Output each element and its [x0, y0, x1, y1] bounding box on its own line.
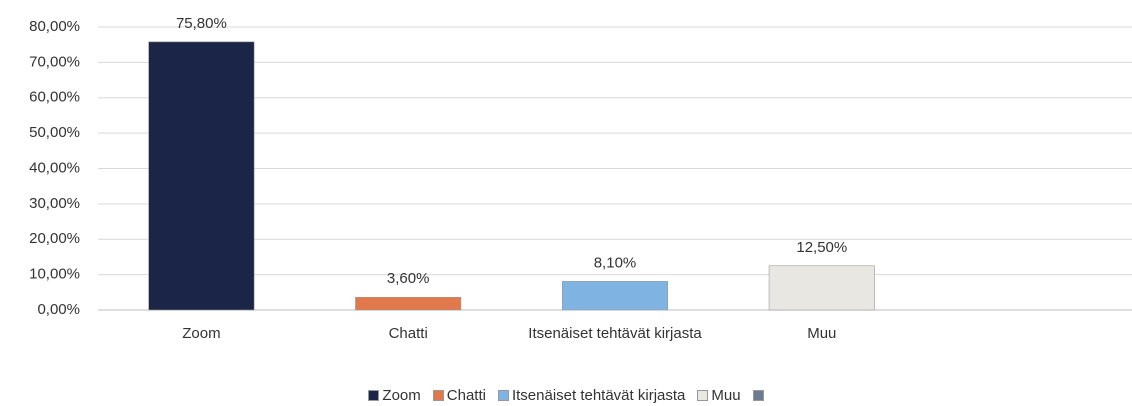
legend-label: Chatti [446, 387, 486, 404]
bar [768, 265, 875, 311]
data-label: 75,80% [176, 15, 227, 32]
y-tick-label: 30,00% [29, 195, 80, 212]
legend-item: Chatti [432, 387, 486, 404]
y-tick-label: 80,00% [29, 18, 80, 35]
y-tick-label: 10,00% [29, 266, 80, 283]
bar [355, 296, 462, 311]
y-tick-label: 70,00% [29, 53, 80, 70]
legend-swatch [368, 390, 380, 401]
legend-swatch [697, 390, 709, 401]
legend-label: Zoom [382, 387, 421, 404]
x-tick-label: Zoom [182, 325, 221, 342]
legend-item [752, 387, 764, 404]
x-tick-label: Muu [807, 325, 837, 342]
legend-swatch [432, 390, 444, 401]
data-label: 3,60% [387, 270, 430, 287]
y-tick-label: 0,00% [37, 301, 80, 318]
legend-label: Muu [711, 387, 741, 404]
legend-item: Itsenäiset tehtävät kirjasta [497, 387, 686, 404]
x-tick-label: Chatti [388, 325, 428, 342]
y-tick-label: 20,00% [29, 230, 80, 247]
x-tick-label: Itsenäiset tehtävät kirjasta [528, 325, 702, 342]
legend-label: Itsenäiset tehtävät kirjasta [511, 387, 686, 404]
legend-item: Zoom [368, 387, 421, 404]
data-label: 12,50% [796, 239, 847, 256]
bar [561, 281, 669, 311]
legend-item: Muu [697, 387, 741, 404]
legend: Zoom Chatti Itsenäiset tehtävät kirjasta Mu… [0, 387, 1132, 404]
data-label: 8,10% [594, 254, 637, 271]
legend-swatch [497, 390, 509, 401]
y-tick-label: 40,00% [29, 159, 80, 176]
bar [148, 41, 255, 311]
y-tick-label: 60,00% [29, 89, 80, 106]
legend-swatch [752, 390, 764, 401]
y-tick-label: 50,00% [29, 124, 80, 141]
